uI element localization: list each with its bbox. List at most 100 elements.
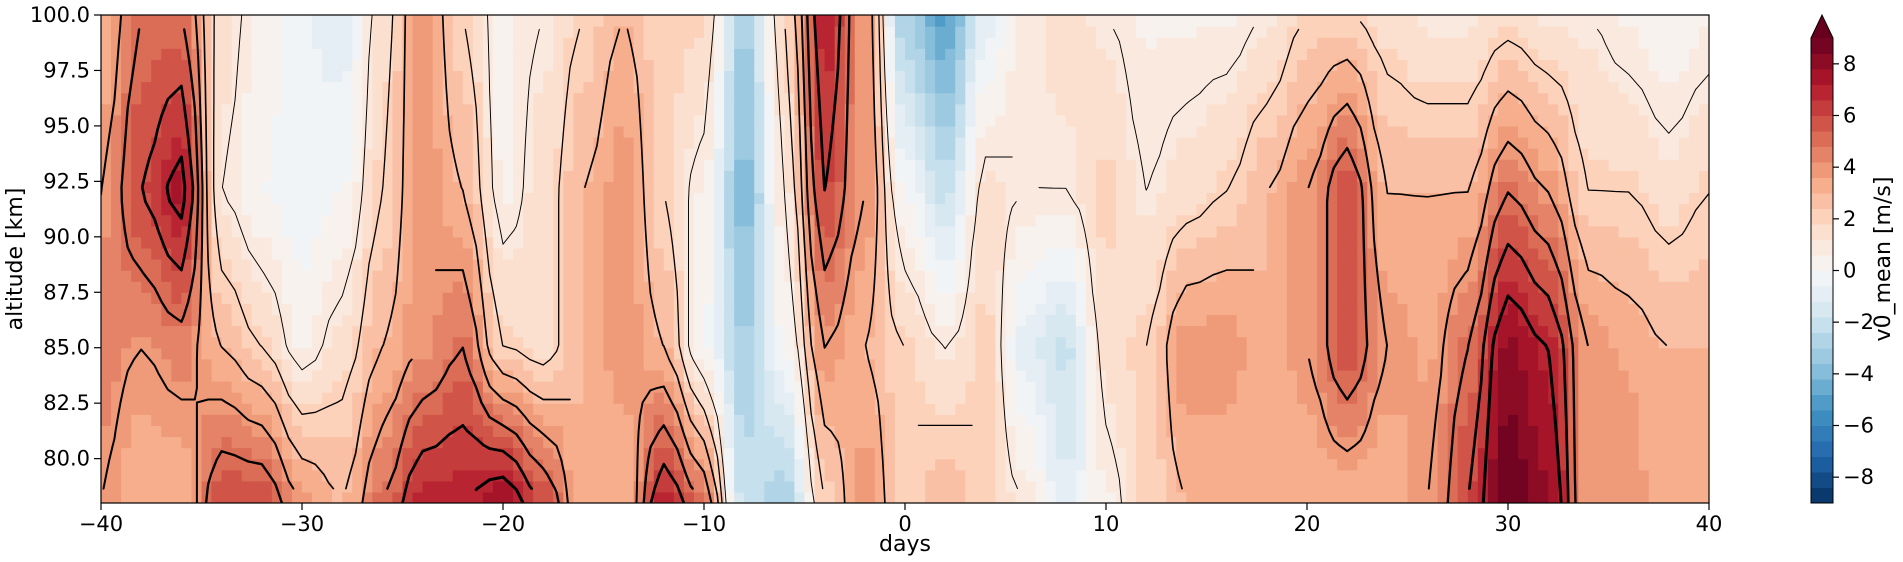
heatmap-cell — [965, 103, 976, 116]
heatmap-cell — [884, 225, 896, 238]
heatmap-cell — [171, 281, 182, 293]
heatmap-cell — [342, 491, 353, 503]
heatmap-cell — [905, 92, 916, 105]
heatmap-cell — [151, 114, 162, 127]
heatmap-cell — [131, 358, 142, 371]
heatmap-cell — [452, 181, 464, 194]
heatmap-cell — [291, 92, 303, 105]
heatmap-cell — [1206, 314, 1218, 327]
heatmap-cell — [1206, 392, 1218, 404]
heatmap-cell — [985, 336, 997, 349]
heatmap-cell — [985, 292, 997, 304]
heatmap-cell — [362, 170, 373, 182]
heatmap-cell — [834, 325, 846, 338]
heatmap-cell — [955, 181, 966, 194]
heatmap-cell — [281, 37, 293, 49]
heatmap-cell — [1085, 425, 1097, 438]
heatmap-cell — [131, 491, 142, 503]
heatmap-cell — [1045, 392, 1057, 404]
heatmap-cell — [211, 170, 223, 182]
heatmap-cell — [1196, 70, 1208, 83]
heatmap-cell — [151, 103, 162, 116]
heatmap-cell — [1186, 336, 1198, 349]
heatmap-cell — [824, 15, 836, 27]
heatmap-cell — [754, 425, 765, 438]
heatmap-cell — [884, 26, 896, 38]
heatmap-cell — [1186, 225, 1198, 238]
heatmap-cell — [935, 480, 946, 493]
heatmap-cell — [302, 336, 313, 349]
heatmap-cell — [844, 48, 856, 60]
heatmap-cell — [261, 392, 273, 404]
heatmap-cell — [432, 26, 444, 38]
heatmap-cell — [663, 15, 675, 27]
heatmap-cell — [241, 114, 253, 127]
heatmap-cell — [261, 381, 273, 393]
heatmap-cell — [1065, 192, 1077, 205]
heatmap-cell — [261, 170, 273, 182]
heatmap-cell — [372, 48, 383, 60]
heatmap-cell — [171, 347, 182, 360]
heatmap-cell — [965, 125, 976, 138]
heatmap-cell — [392, 59, 404, 72]
heatmap-cell — [161, 48, 172, 60]
heatmap-cell — [1206, 458, 1218, 471]
heatmap-cell — [1156, 236, 1167, 249]
heatmap-cell — [864, 181, 876, 194]
heatmap-cell — [985, 403, 997, 415]
heatmap-cell — [221, 225, 233, 238]
heatmap-cell — [854, 170, 866, 182]
heatmap-cell — [905, 425, 916, 438]
heatmap-cell — [141, 325, 152, 338]
heatmap-cell — [663, 436, 675, 449]
heatmap-cell — [1136, 425, 1147, 438]
heatmap-cell — [965, 15, 976, 27]
heatmap-cell — [121, 137, 132, 149]
heatmap-cell — [533, 270, 544, 282]
heatmap-cell — [1196, 37, 1208, 49]
heatmap-cell — [161, 270, 172, 282]
heatmap-cell — [322, 292, 333, 304]
heatmap-cell — [121, 26, 132, 38]
heatmap-cell — [603, 114, 615, 127]
heatmap-cell — [804, 381, 816, 393]
heatmap-cell — [1166, 358, 1177, 371]
heatmap-cell — [1025, 336, 1037, 349]
heatmap-cell — [784, 247, 796, 260]
heatmap-cell — [764, 325, 775, 338]
heatmap-cell — [724, 491, 735, 503]
heatmap-cell — [271, 336, 283, 349]
heatmap-cell — [1116, 92, 1127, 105]
heatmap-cell — [573, 436, 584, 449]
heatmap-cell — [613, 414, 625, 426]
heatmap-cell — [181, 414, 193, 426]
heatmap-cell — [693, 26, 705, 38]
heatmap-cell — [322, 247, 333, 260]
heatmap-cell — [492, 81, 504, 94]
heatmap-cell — [452, 480, 464, 493]
heatmap-cell — [874, 347, 886, 360]
heatmap-cell — [1055, 15, 1067, 27]
heatmap-cell — [402, 314, 414, 327]
heatmap-cell — [472, 270, 484, 282]
heatmap-cell — [613, 159, 625, 171]
heatmap-cell — [472, 425, 484, 438]
heatmap-cell — [1156, 170, 1167, 182]
heatmap-cell — [1085, 303, 1097, 316]
heatmap-cell — [894, 137, 906, 149]
heatmap-cell — [894, 203, 906, 216]
heatmap-cell — [925, 347, 936, 360]
heatmap-cell — [935, 192, 946, 205]
heatmap-cell — [503, 469, 514, 482]
heatmap-cell — [1136, 48, 1147, 60]
heatmap-cell — [221, 70, 233, 83]
heatmap-cell — [673, 103, 685, 116]
heatmap-cell — [683, 59, 695, 72]
heatmap-cell — [271, 214, 283, 227]
heatmap-cell — [1136, 125, 1147, 138]
heatmap-cell — [372, 70, 383, 83]
heatmap-cell — [693, 491, 705, 503]
heatmap-cell — [352, 137, 363, 149]
heatmap-cell — [1045, 70, 1057, 83]
heatmap-cell — [402, 103, 414, 116]
